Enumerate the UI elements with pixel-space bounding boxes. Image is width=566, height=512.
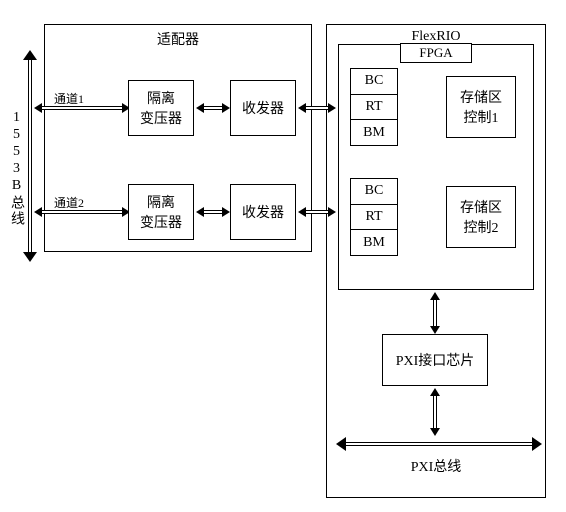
- modes-2: BC RT BM: [350, 178, 398, 256]
- modes-1: BC RT BM: [350, 68, 398, 146]
- fpga-pxi-arrow-up: [430, 292, 440, 300]
- pxibus-label: PXI总线: [336, 456, 536, 476]
- mode1-bm: BM: [351, 120, 397, 145]
- ch2-a3-l: [298, 207, 306, 217]
- bus-1553b-arrow-up: [23, 50, 37, 60]
- ch1-label: 通道1: [54, 90, 84, 107]
- ch1-a2-line: [204, 106, 222, 110]
- isolation-transformer-2: 隔离 变压器: [128, 184, 194, 240]
- bus-1553b-label: 1553B总线: [6, 110, 26, 227]
- pxichip-bus-arrow-down: [430, 428, 440, 436]
- ch1-a3-line: [306, 106, 328, 110]
- pxibus-line: [346, 442, 532, 446]
- fpga-title: FPGA: [400, 43, 472, 63]
- ch2-a2-r: [222, 207, 230, 217]
- fpga-pxi-arrow-down: [430, 326, 440, 334]
- pxichip-bus-arrow-up: [430, 388, 440, 396]
- mode1-bc: BC: [351, 69, 397, 95]
- ch2-a3-r: [328, 207, 336, 217]
- storage-ctrl-1: 存储区 控制1: [446, 76, 516, 138]
- pxichip-bus-line: [433, 396, 437, 428]
- ch2-label: 通道2: [54, 194, 84, 211]
- pxibus-arrow-right: [532, 437, 542, 451]
- fpga-pxi-line: [433, 300, 437, 326]
- ch1-a3-r: [328, 103, 336, 113]
- ch1-a2-l: [196, 103, 204, 113]
- ch1-a1-l: [34, 103, 42, 113]
- ch2-a1-l: [34, 207, 42, 217]
- storage-ctrl-2: 存储区 控制2: [446, 186, 516, 248]
- pxibus-arrow-left: [336, 437, 346, 451]
- mode2-rt: RT: [351, 205, 397, 231]
- canvas: 1553B总线 适配器 FlexRIO FPGA 通道1 隔离 变压器 收发器 …: [0, 0, 566, 512]
- transceiver-1: 收发器: [230, 80, 296, 136]
- bus-1553b-arrow-down: [23, 252, 37, 262]
- mode1-rt: RT: [351, 95, 397, 121]
- pxi-chip: PXI接口芯片: [382, 334, 488, 386]
- mode2-bm: BM: [351, 230, 397, 255]
- isolation-transformer-1: 隔离 变压器: [128, 80, 194, 136]
- ch2-a2-line: [204, 210, 222, 214]
- ch1-a3-l: [298, 103, 306, 113]
- ch2-a3-line: [306, 210, 328, 214]
- transceiver-2: 收发器: [230, 184, 296, 240]
- mode2-bc: BC: [351, 179, 397, 205]
- ch1-a2-r: [222, 103, 230, 113]
- bus-1553b-line: [28, 60, 32, 252]
- ch2-a2-l: [196, 207, 204, 217]
- adapter-title: 适配器: [45, 29, 311, 49]
